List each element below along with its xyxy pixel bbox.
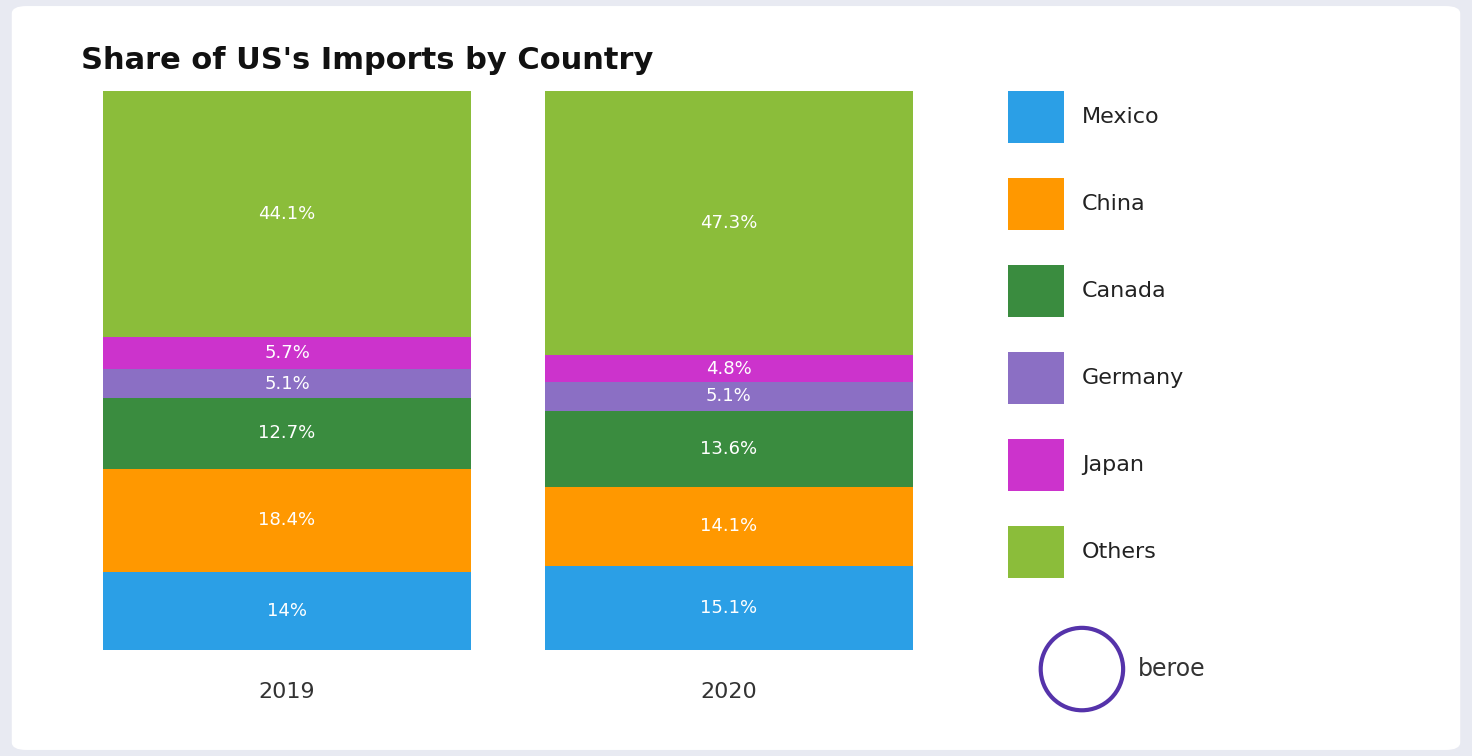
Bar: [545, 411, 913, 487]
Text: 13.6%: 13.6%: [701, 440, 757, 458]
Bar: [103, 398, 471, 469]
Text: beroe: beroe: [1138, 657, 1206, 681]
Text: 2020: 2020: [701, 682, 757, 702]
Bar: [545, 355, 913, 383]
Bar: [103, 370, 471, 398]
Text: 14.1%: 14.1%: [701, 517, 757, 535]
Text: 47.3%: 47.3%: [701, 214, 757, 232]
Text: Canada: Canada: [1082, 281, 1166, 301]
Text: 44.1%: 44.1%: [259, 205, 315, 223]
Bar: [103, 91, 471, 337]
Text: Share of US's Imports by Country: Share of US's Imports by Country: [81, 46, 654, 75]
Text: 4.8%: 4.8%: [705, 360, 752, 378]
Bar: [103, 572, 471, 650]
Text: Mexico: Mexico: [1082, 107, 1160, 127]
Bar: [545, 565, 913, 650]
Bar: [545, 91, 913, 355]
Text: 2019: 2019: [259, 682, 315, 702]
Text: 12.7%: 12.7%: [259, 424, 315, 442]
Bar: [545, 487, 913, 565]
Bar: [103, 337, 471, 370]
Text: 5.1%: 5.1%: [263, 374, 311, 392]
Text: 14%: 14%: [266, 602, 308, 620]
Bar: [103, 469, 471, 572]
Bar: [545, 383, 913, 411]
Text: 15.1%: 15.1%: [701, 599, 757, 617]
Text: Germany: Germany: [1082, 368, 1183, 388]
Text: 5.1%: 5.1%: [705, 388, 752, 405]
Text: Others: Others: [1082, 542, 1157, 562]
Text: Japan: Japan: [1082, 455, 1144, 475]
Text: 18.4%: 18.4%: [259, 511, 315, 529]
Text: China: China: [1082, 194, 1145, 214]
Text: 5.7%: 5.7%: [263, 345, 311, 362]
